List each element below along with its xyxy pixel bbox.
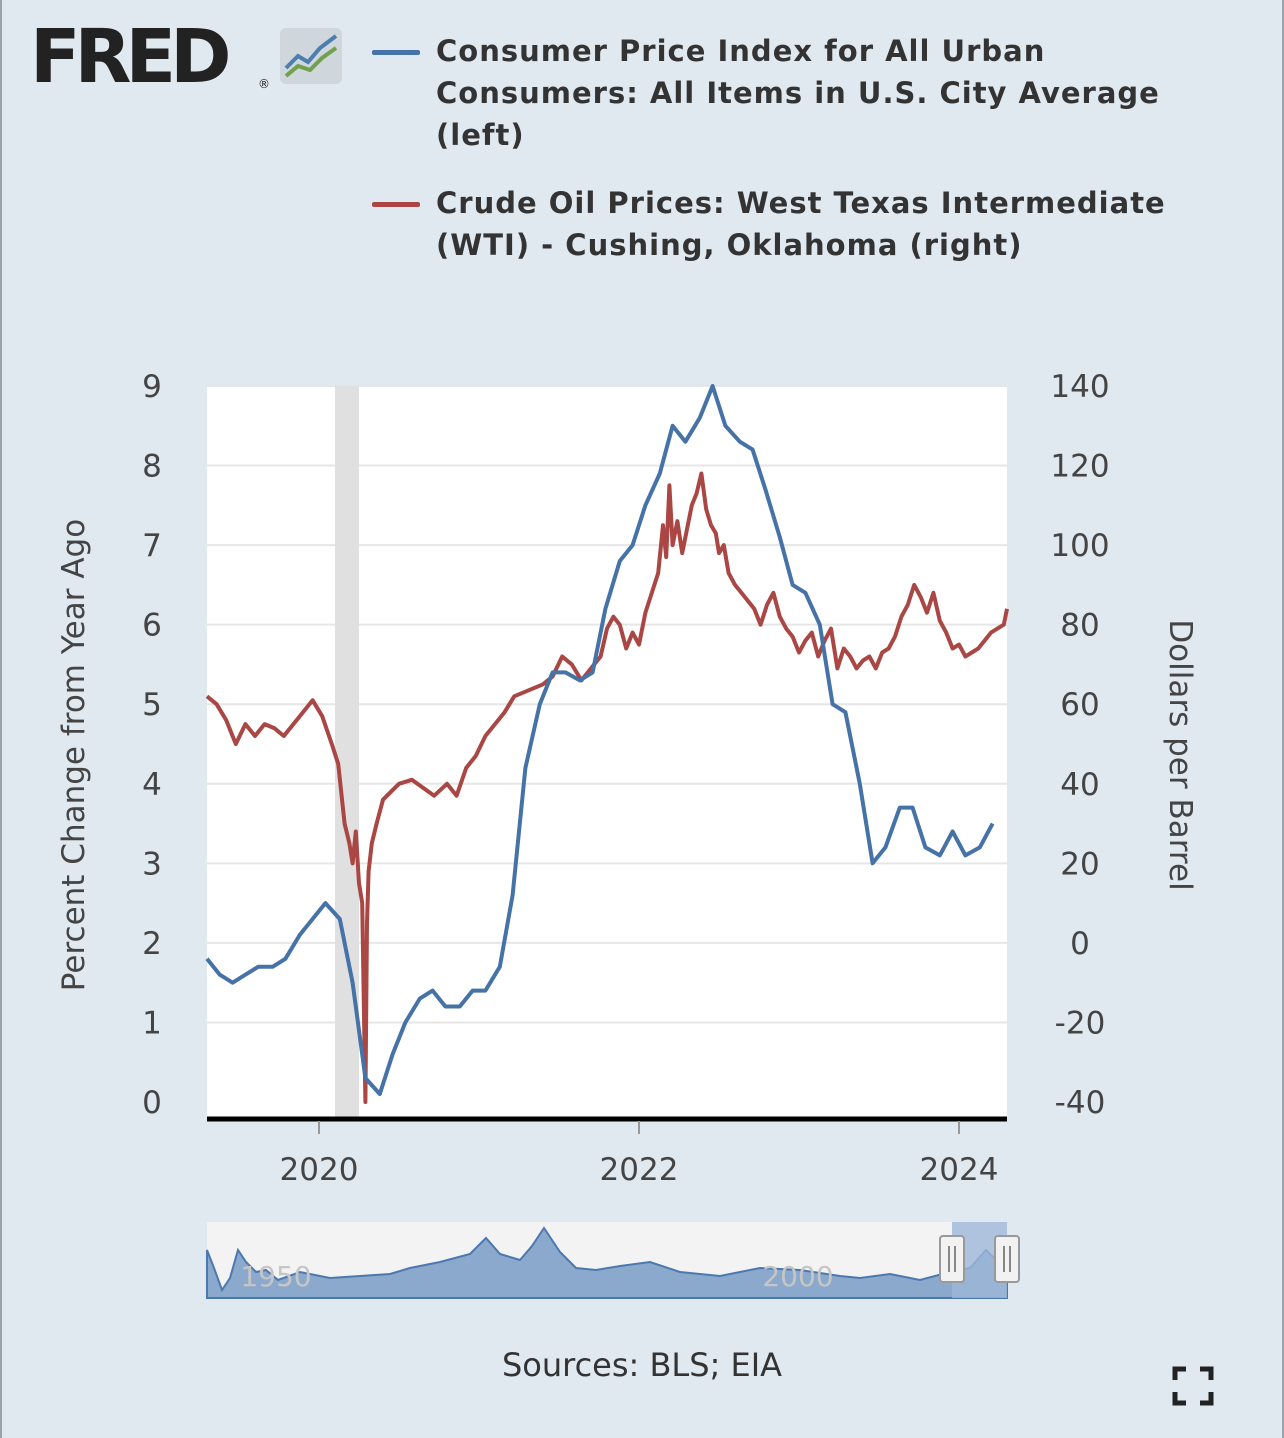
x-tick-label: 2020 — [280, 1152, 359, 1188]
right-tick-label: 20 — [1060, 846, 1099, 882]
fred-logo-text: FRED — [30, 14, 232, 100]
series-lines — [205, 384, 1009, 1104]
range-navigator[interactable]: 1950 2000 — [206, 1222, 1020, 1299]
left-tick-label: 0 — [142, 1085, 162, 1121]
x-tick-label: 2022 — [600, 1152, 679, 1188]
left-tick-label: 2 — [142, 926, 162, 962]
right-tick-label: -20 — [1055, 1005, 1106, 1041]
navigator-series-area — [206, 1226, 1008, 1299]
right-tick-label: 80 — [1060, 608, 1099, 644]
right-axis-label: Dollars per Barrel — [1162, 619, 1198, 890]
right-tick-label: 120 — [1050, 449, 1109, 485]
left-tick-label: 3 — [142, 846, 162, 882]
left-axis-ticks: 0 1 2 3 4 5 6 7 8 9 — [142, 369, 162, 1121]
right-tick-label: 140 — [1050, 369, 1109, 405]
navigator-label-1950: 1950 — [240, 1260, 311, 1293]
left-axis-label: Percent Change from Year Ago — [56, 519, 92, 991]
right-tick-label: 60 — [1060, 687, 1099, 723]
frame-right-border — [1282, 0, 1284, 1438]
left-tick-label: 1 — [142, 1005, 162, 1041]
legend-item-wti[interactable]: Crude Oil Prices: West Texas Intermediat… — [372, 182, 1252, 266]
legend-label-cpi: Consumer Price Index for All Urban Consu… — [436, 34, 1160, 152]
navigator-right-handle[interactable] — [994, 1235, 1020, 1283]
chart-legend: Consumer Price Index for All Urban Consu… — [372, 30, 1252, 292]
left-tick-label: 4 — [142, 767, 162, 803]
left-tick-label: 7 — [142, 528, 162, 564]
legend-swatch-cpi — [372, 50, 420, 55]
right-tick-label: 100 — [1050, 528, 1109, 564]
fred-line-graph-icon — [280, 28, 342, 84]
plot-area — [207, 386, 1007, 1119]
legend-swatch-wti — [372, 202, 420, 207]
registered-mark: ® — [258, 77, 270, 90]
left-tick-label: 5 — [142, 687, 162, 723]
fred-logo[interactable]: FRED ® — [30, 14, 350, 100]
legend-item-cpi[interactable]: Consumer Price Index for All Urban Consu… — [372, 30, 1252, 156]
right-tick-label: 40 — [1060, 767, 1099, 803]
right-axis-ticks: -40 -20 0 20 40 60 80 100 120 140 — [1050, 369, 1109, 1121]
wti-series-line — [205, 471, 1009, 1104]
x-tick-label: 2024 — [920, 1152, 999, 1188]
navigator-left-handle[interactable] — [939, 1235, 965, 1283]
left-tick-label: 6 — [142, 608, 162, 644]
x-axis-ticks: 2020 2022 2024 — [280, 1121, 999, 1188]
navigator-label-2000: 2000 — [762, 1260, 833, 1293]
right-tick-label: 0 — [1070, 926, 1090, 962]
frame-left-border — [0, 0, 2, 1438]
chart-svg: 2020 2022 2024 0 1 2 3 4 5 6 7 8 9 -40 -20 0 20 40 60 80 1… — [56, 369, 1198, 1299]
right-tick-label: -40 — [1055, 1085, 1106, 1121]
sources-text: Sources: BLS; EIA — [501, 1346, 783, 1384]
cpi-series-line — [205, 384, 995, 1096]
fullscreen-icon[interactable] — [1172, 1366, 1214, 1406]
legend-label-wti: Crude Oil Prices: West Texas Intermediat… — [436, 186, 1166, 262]
left-tick-label: 9 — [142, 369, 162, 405]
svg-text:®: ® — [258, 77, 270, 90]
left-tick-label: 8 — [142, 449, 162, 485]
